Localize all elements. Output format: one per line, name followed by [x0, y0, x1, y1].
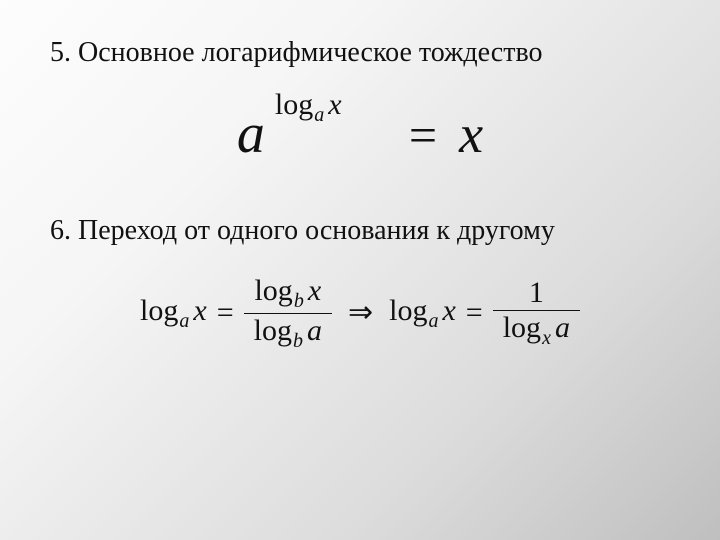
f2-lhs: logax: [140, 296, 207, 331]
formula-log-identity: a logax = x: [50, 102, 670, 166]
formula-change-of-base: logax = logbx logba ⇒ logax = 1: [50, 274, 670, 353]
f2-frac1-num-arg: x: [308, 274, 321, 307]
heading-5: 5. Основное логарифмическое тождество: [50, 34, 670, 72]
f1-base: a: [237, 103, 265, 165]
f1-equals: =: [409, 107, 437, 163]
f2-mid-sub: a: [428, 310, 438, 332]
f1-rhs: x: [459, 104, 483, 164]
f2-frac1-den-log: log: [254, 314, 292, 347]
f2-frac1: logbx logba: [244, 274, 332, 353]
f2-eq1: =: [217, 298, 234, 328]
f2-lhs-arg: x: [193, 294, 206, 327]
f1-exp-log: log: [275, 88, 313, 121]
slide: 5. Основное логарифмическое тождество a …: [0, 0, 720, 540]
f2-eq2: =: [466, 298, 483, 328]
f2-frac1-num-log: log: [254, 274, 292, 307]
f2-frac1-den-arg: a: [307, 314, 322, 347]
f2-frac2-num-val: 1: [529, 276, 544, 309]
formula1-inner: a logax = x: [237, 102, 483, 166]
f2-frac1-den: logba: [244, 314, 332, 353]
f2-mid-log: log: [389, 294, 427, 327]
formula2-row: logax = logbx logba ⇒ logax = 1: [140, 274, 580, 353]
f1-exp-sub: a: [314, 104, 324, 126]
f2-frac1-num: logbx: [244, 274, 332, 313]
f2-frac1-num-sub: b: [294, 290, 304, 312]
f2-frac2-den-arg: a: [555, 311, 570, 344]
f2-frac2-den: logxa: [493, 311, 580, 350]
f2-frac2-den-log: log: [503, 311, 541, 344]
f1-exponent: logax: [275, 88, 342, 127]
f2-frac1-den-sub: b: [293, 330, 303, 352]
f2-arrow: ⇒: [348, 298, 373, 328]
f2-mid-arg: x: [442, 294, 455, 327]
f2-mid: logax: [389, 296, 456, 331]
f2-lhs-sub: a: [179, 310, 189, 332]
f2-frac2-num: 1: [493, 276, 580, 310]
f2-frac2-den-sub: x: [542, 327, 551, 349]
f2-frac2: 1 logxa: [493, 276, 580, 350]
f2-lhs-log: log: [140, 294, 178, 327]
f1-exp-arg: x: [328, 88, 341, 121]
heading-6: 6. Переход от одного основания к другому: [50, 212, 670, 250]
